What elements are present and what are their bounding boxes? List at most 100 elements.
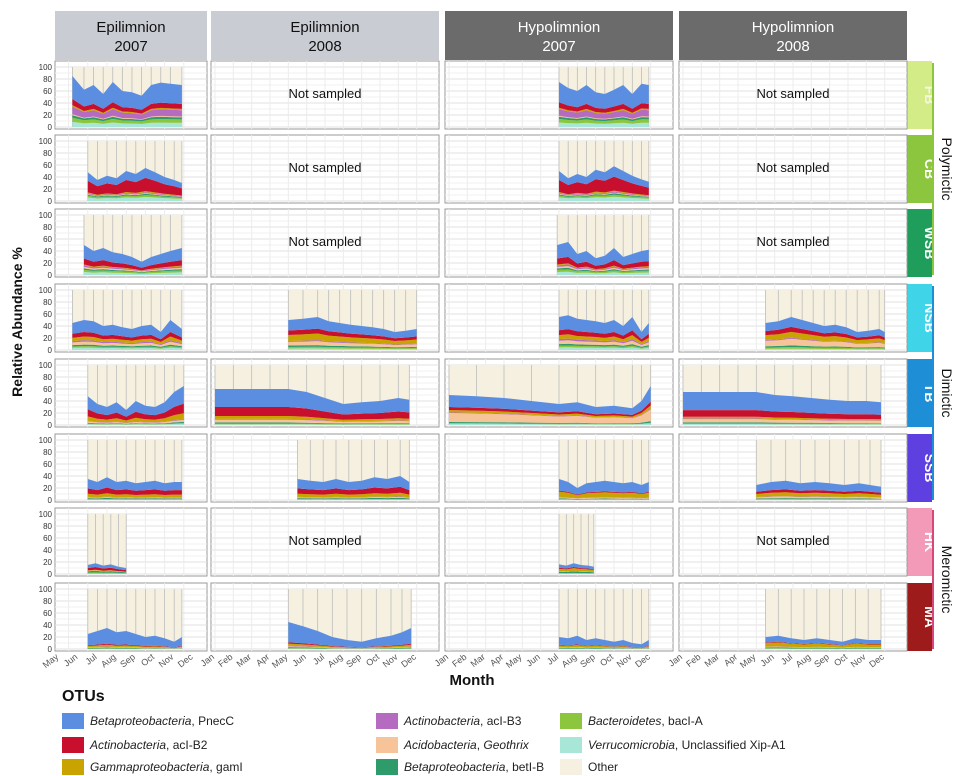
legend-item: Actinobacteria, acI-B2 xyxy=(62,736,207,754)
y-tick-label: 100 xyxy=(39,63,53,72)
legend-label: Bacteroidetes, bacI-A xyxy=(588,714,703,728)
legend-label: Actinobacteria, acI-B3 xyxy=(404,714,521,728)
y-tick-label: 20 xyxy=(43,111,52,120)
column-header-0: Epilimnion 2007 xyxy=(55,11,207,60)
y-tick-label: 20 xyxy=(43,334,52,343)
x-tick-label: Nov xyxy=(381,651,400,669)
x-tick-label: Dec xyxy=(176,651,195,669)
column-header-title: Hypolimnion xyxy=(752,19,835,36)
y-tick-label: 80 xyxy=(43,522,52,531)
panel-MA-3 xyxy=(679,583,907,651)
panel-WSB-1: Not sampled xyxy=(211,209,439,277)
x-tick-label: Dec xyxy=(633,651,652,669)
panel-HK-3: Not sampled xyxy=(679,508,907,576)
x-axis-label: Month xyxy=(450,672,495,689)
legend-label: Verrucomicrobia, Unclassified Xip-A1 xyxy=(588,738,786,752)
y-tick-label: 20 xyxy=(43,633,52,642)
legend-label: Acidobacteria, Geothrix xyxy=(404,738,529,752)
legend-swatch xyxy=(62,759,84,775)
x-tick-label: Nov xyxy=(849,651,868,669)
x-tick-label: Feb xyxy=(684,652,702,669)
column-header-year: 2007 xyxy=(114,38,147,55)
not-sampled-label: Not sampled xyxy=(757,533,830,548)
y-tick-label: 40 xyxy=(43,247,52,256)
x-tick-label: Jun xyxy=(524,652,542,669)
legend-swatch xyxy=(62,713,84,729)
x-tick-label: May xyxy=(41,651,61,670)
y-tick-label: 40 xyxy=(43,99,52,108)
y-tick-label: 60 xyxy=(43,161,52,170)
panel-HK-1: Not sampled xyxy=(211,508,439,576)
x-tick-label: Aug xyxy=(794,652,813,670)
panel-TB-0 xyxy=(55,359,207,427)
legend-item: Actinobacteria, acI-B3 xyxy=(376,712,521,730)
legend-swatch xyxy=(376,759,398,775)
not-sampled-label: Not sampled xyxy=(289,533,362,548)
y-tick-label: 0 xyxy=(48,123,53,132)
x-tick-label: Jan xyxy=(667,652,685,669)
y-tick-label: 0 xyxy=(48,271,53,280)
panel-NSB-0 xyxy=(55,284,207,352)
legend-label: Actinobacteria, acI-B2 xyxy=(90,738,207,752)
x-tick-label: Feb xyxy=(216,652,234,669)
y-axis-label: Relative Abundance % xyxy=(9,247,25,397)
group-label: Meromictic xyxy=(939,546,955,614)
y-tick-label: 40 xyxy=(43,546,52,555)
group-label: Polymictic xyxy=(939,137,955,200)
y-tick-label: 100 xyxy=(39,585,53,594)
y-tick-label: 60 xyxy=(43,235,52,244)
legend-item: Verrucomicrobia, Unclassified Xip-A1 xyxy=(560,736,786,754)
legend-swatch xyxy=(62,737,84,753)
y-tick-label: 0 xyxy=(48,346,53,355)
y-tick-label: 40 xyxy=(43,322,52,331)
panel-FB-0 xyxy=(55,61,207,129)
x-tick-label: Sep xyxy=(118,652,137,670)
panel-NSB-1 xyxy=(211,284,439,352)
x-tick-label: Jun xyxy=(62,652,80,669)
row-strip-label: WSB xyxy=(922,227,938,260)
y-tick-label: 20 xyxy=(43,558,52,567)
y-tick-label: 100 xyxy=(39,211,53,220)
y-tick-label: 100 xyxy=(39,286,53,295)
x-tick-label: Apr xyxy=(722,652,739,669)
panel-WSB-3: Not sampled xyxy=(679,209,907,277)
not-sampled-label: Not sampled xyxy=(289,234,362,249)
panel-CB-3: Not sampled xyxy=(679,135,907,203)
y-tick-label: 60 xyxy=(43,385,52,394)
row-strip-label: NSB xyxy=(922,303,938,333)
x-tick-label: Oct xyxy=(598,651,616,668)
y-tick-label: 80 xyxy=(43,223,52,232)
panel-CB-2 xyxy=(445,135,673,203)
legend-item: Gammaproteobacteria, gamI xyxy=(62,758,243,776)
legend-item: Betaproteobacteria, PnecC xyxy=(62,712,234,730)
panel-FB-3: Not sampled xyxy=(679,61,907,129)
y-tick-label: 60 xyxy=(43,460,52,469)
panel-NSB-3 xyxy=(679,284,907,352)
column-header-title: Epilimnion xyxy=(290,19,359,36)
x-tick-label: Sep xyxy=(578,652,597,670)
column-header-title: Epilimnion xyxy=(96,19,165,36)
y-tick-label: 80 xyxy=(43,448,52,457)
x-tick-label: Apr xyxy=(488,652,505,669)
y-tick-label: 100 xyxy=(39,137,53,146)
y-tick-label: 80 xyxy=(43,298,52,307)
x-tick-label: Oct xyxy=(364,651,382,668)
panel-MA-1 xyxy=(211,583,439,651)
not-sampled-label: Not sampled xyxy=(289,160,362,175)
y-tick-label: 40 xyxy=(43,472,52,481)
row-strip-label: HK xyxy=(922,532,938,552)
not-sampled-label: Not sampled xyxy=(757,234,830,249)
x-tick-label: Dec xyxy=(867,651,886,669)
legend-item: Other xyxy=(560,758,618,776)
y-tick-label: 80 xyxy=(43,149,52,158)
panel-CB-0 xyxy=(55,135,207,203)
legend-swatch xyxy=(376,713,398,729)
